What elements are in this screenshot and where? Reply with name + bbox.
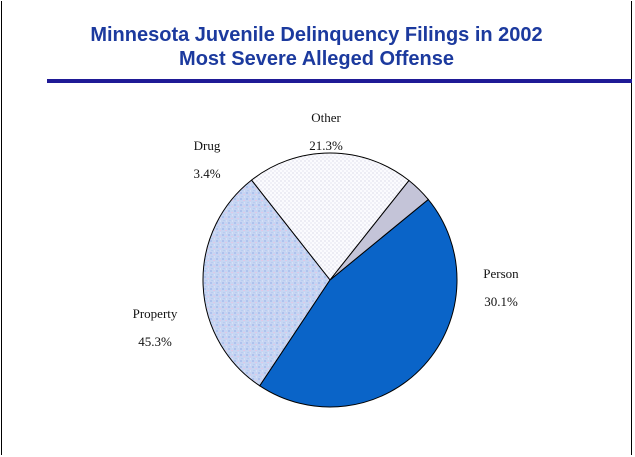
slice-name: Other — [311, 110, 341, 125]
slice-percent: 3.4% — [193, 166, 221, 181]
chart-subtitle: Most Severe Alleged Offense — [179, 48, 454, 70]
chart-title: Minnesota Juvenile Delinquency Filings i… — [90, 24, 543, 46]
slice-label-other: Other 21.3% — [286, 110, 366, 154]
pie-slice-other — [250, 152, 410, 281]
title-underline — [47, 79, 632, 83]
chart-title-block: Minnesota Juvenile Delinquency Filings i… — [2, 23, 631, 71]
slice-label-property: Property 45.3% — [115, 306, 195, 350]
pie-slice-drug — [329, 179, 429, 281]
slice-label-drug: Drug 3.4% — [167, 138, 247, 182]
slice-percent: 45.3% — [138, 334, 172, 349]
pie-slice-property — [259, 198, 458, 408]
slice-label-person: Person 30.1% — [461, 266, 541, 310]
slice-percent: 21.3% — [309, 138, 343, 153]
slice-percent: 30.1% — [484, 294, 518, 309]
slice-name: Person — [483, 266, 519, 281]
pie-slice-person — [202, 179, 331, 387]
slice-name: Property — [132, 306, 178, 321]
slice-name: Drug — [193, 138, 221, 153]
